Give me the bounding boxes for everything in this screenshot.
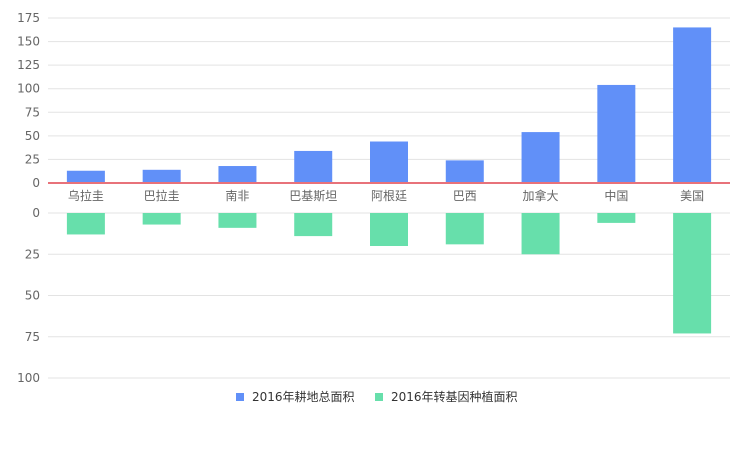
bottom-axis-tick-label: 25 <box>25 247 40 261</box>
top-axis-tick-label: 75 <box>25 105 40 119</box>
legend-label-series-2: 2016年转基因种植面积 <box>391 389 518 404</box>
top-axis-tick-label: 125 <box>17 58 40 72</box>
bar-series-2 <box>521 213 560 255</box>
top-axis-tick-label: 25 <box>25 152 40 166</box>
bar-series-1 <box>597 84 636 183</box>
bottom-axis-tick-label: 0 <box>32 206 40 220</box>
bottom-axis-ticks: 0 25 50 75 100 <box>17 206 40 385</box>
bar-series-1 <box>294 150 333 183</box>
top-axis-tick-label: 50 <box>25 129 40 143</box>
bottom-axis-tick-label: 75 <box>25 330 40 344</box>
bar-series-2 <box>597 213 636 223</box>
legend-label-series-1: 2016年耕地总面积 <box>252 389 355 404</box>
category-label: 中国 <box>604 188 628 203</box>
top-axis-tick-label: 150 <box>17 35 40 49</box>
legend[interactable]: 2016年耕地总面积 2016年转基因种植面积 <box>236 389 518 404</box>
bar-series-2 <box>370 213 408 246</box>
bottom-axis-tick-label: 100 <box>17 371 40 385</box>
bar-series-1 <box>66 170 105 183</box>
bar-series-2 <box>445 213 484 245</box>
bar-series-2 <box>66 213 105 235</box>
top-axis-ticks: 0 25 50 75 100 125 150 175 <box>17 11 40 190</box>
top-axis-tick-label: 100 <box>17 82 40 96</box>
bar-series-2 <box>673 213 712 334</box>
category-label: 巴基斯坦 <box>289 189 337 203</box>
legend-item-series-1[interactable]: 2016年耕地总面积 <box>236 389 355 404</box>
bar-series-1 <box>218 166 257 183</box>
legend-swatch-series-1 <box>236 393 244 401</box>
top-axis-tick-label: 0 <box>32 176 40 190</box>
category-label: 南非 <box>225 188 249 203</box>
category-label: 乌拉圭 <box>68 188 104 203</box>
category-label: 阿根廷 <box>371 189 407 203</box>
bottom-series-bars <box>66 213 712 334</box>
top-series-bars <box>66 27 712 183</box>
bar-series-1 <box>521 132 560 183</box>
category-label: 巴西 <box>453 189 477 203</box>
bar-series-2 <box>294 213 333 237</box>
legend-swatch-series-2 <box>375 393 383 401</box>
category-label: 加拿大 <box>523 188 559 203</box>
category-labels: 乌拉圭 巴拉圭 南非 巴基斯坦 阿根廷 巴西 加拿大 中国 美国 <box>68 188 704 203</box>
legend-item-series-2[interactable]: 2016年转基因种植面积 <box>375 389 518 404</box>
bar-series-2 <box>218 213 257 228</box>
category-label: 美国 <box>680 189 704 203</box>
top-gridlines <box>48 17 730 160</box>
category-label: 巴拉圭 <box>144 188 180 203</box>
bar-series-1 <box>445 160 484 183</box>
bar-series-1 <box>142 169 181 183</box>
bottom-axis-tick-label: 50 <box>25 289 40 303</box>
bar-series-1 <box>673 27 712 183</box>
top-axis-tick-label: 175 <box>17 11 40 25</box>
bar-series-1 <box>370 141 408 183</box>
bar-series-2 <box>142 213 181 225</box>
bottom-gridlines <box>48 212 730 379</box>
